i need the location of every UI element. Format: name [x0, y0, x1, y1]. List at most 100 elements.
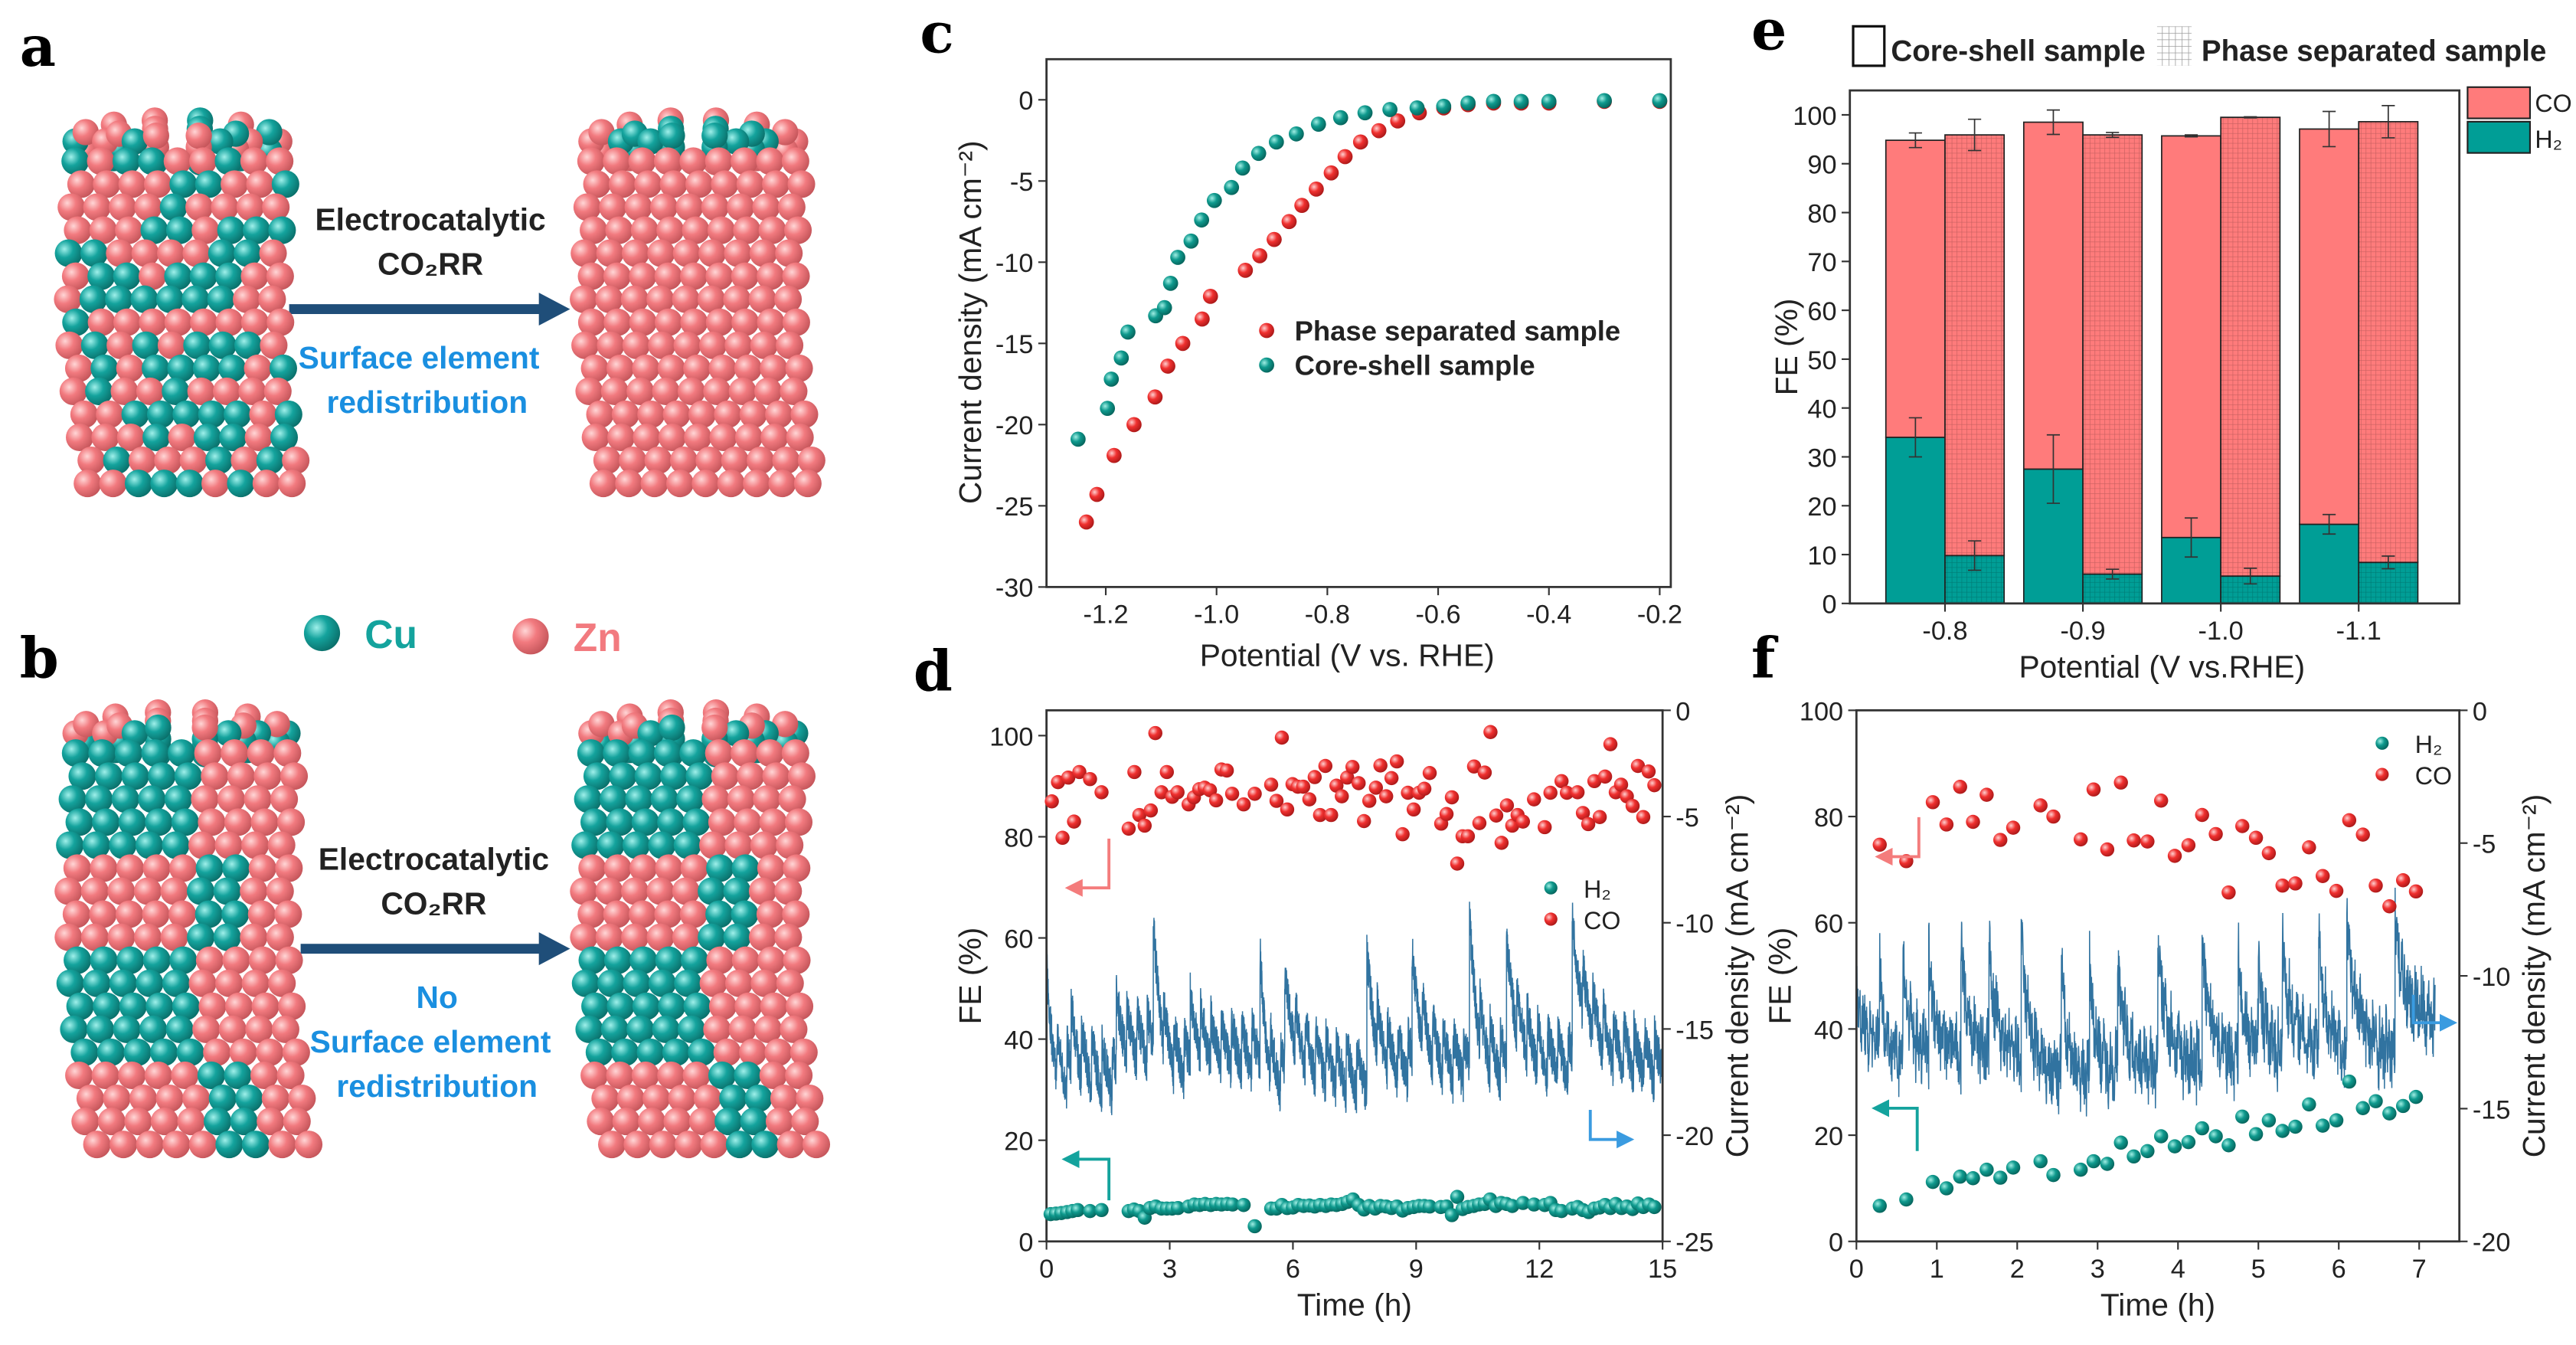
- atom-sphere: [224, 992, 253, 1020]
- h2-fe-point: [2288, 1119, 2303, 1134]
- h2-fe-point: [2315, 1118, 2330, 1133]
- y-tick-label: 70: [1807, 248, 1836, 277]
- atom-sphere: [113, 262, 141, 290]
- co-fe-point: [1401, 785, 1415, 800]
- atom-sphere: [750, 969, 779, 997]
- phase-separated-point: [1078, 514, 1094, 530]
- panel-label-f: f: [1751, 625, 1779, 691]
- y-tick-label: 80: [1814, 803, 1843, 833]
- atom-sphere: [638, 1108, 666, 1136]
- atom-sphere: [653, 147, 682, 175]
- atom-sphere: [596, 239, 624, 267]
- co-fe-point: [1318, 758, 1333, 774]
- atom-sphere: [270, 785, 299, 813]
- atom-sphere: [701, 193, 729, 221]
- co-fe-point: [1505, 818, 1520, 833]
- atom-sphere: [629, 854, 658, 882]
- h2-fe-point: [2086, 1154, 2101, 1169]
- atom-sphere: [669, 447, 698, 475]
- atom-sphere: [757, 946, 786, 974]
- x-tick-label: 9: [1409, 1255, 1424, 1284]
- atom-sphere: [89, 216, 117, 244]
- phase-separated-point: [1195, 311, 1210, 327]
- h2-fe-point: [1939, 1181, 1954, 1196]
- core-shell-point: [1357, 105, 1373, 121]
- atom-sphere: [169, 946, 198, 974]
- co-fe-point: [1537, 820, 1552, 835]
- atom-sphere: [787, 170, 816, 198]
- co-fe-point: [2275, 878, 2290, 893]
- atom-sphere: [99, 470, 127, 498]
- co-fe-point: [1219, 763, 1234, 778]
- atom-sphere: [211, 193, 239, 221]
- core-shell-point: [1070, 431, 1086, 447]
- co-fe-point: [2113, 775, 2128, 790]
- atom-sphere: [221, 170, 249, 198]
- atom-sphere: [134, 193, 162, 221]
- atom-sphere: [93, 170, 121, 198]
- h2-fe-point: [1236, 1197, 1251, 1212]
- chart-e-fe-bars: 0 10 20 30 40 50 60 70 80 90 100 -0.8 -0.9 -1.0 -1.1 Co…: [1769, 25, 2572, 684]
- h2-fe-point: [2046, 1167, 2061, 1183]
- atom-sphere: [787, 762, 816, 790]
- atom-sphere: [662, 1038, 690, 1066]
- atom-sphere: [203, 1038, 231, 1066]
- atom-sphere: [700, 1131, 728, 1159]
- atom-sphere: [261, 1084, 289, 1113]
- atom-sphere: [138, 262, 167, 290]
- h2-fe-point: [1083, 1203, 1097, 1219]
- atom-sphere: [765, 1108, 793, 1136]
- atom-sphere: [273, 739, 302, 767]
- atom-sphere: [95, 762, 123, 790]
- atom-sphere: [80, 923, 109, 951]
- atom-sphere: [603, 854, 632, 882]
- y-right-axis-title: Current density (mA cm⁻²): [2516, 794, 2551, 1158]
- atom-sphere: [626, 1015, 655, 1043]
- co-fe-point: [1472, 816, 1487, 830]
- atom-sphere: [140, 216, 168, 244]
- atom-sphere: [615, 470, 643, 498]
- atom-sphere: [701, 785, 730, 813]
- atom-sphere: [680, 854, 708, 882]
- atom-sphere: [55, 331, 83, 359]
- x-tick-label: 15: [1648, 1255, 1677, 1284]
- core-shell-before: [54, 107, 310, 498]
- atom-sphere: [218, 354, 247, 382]
- atom-sphere: [266, 308, 295, 336]
- y-right-tick-label: -15: [1675, 1016, 1714, 1045]
- h2-fe-point: [2329, 1113, 2344, 1127]
- h2-fe-point: [1872, 1199, 1887, 1213]
- co-fe-point: [1384, 771, 1399, 786]
- atom-sphere: [580, 354, 609, 382]
- legend-label-co: CO: [1584, 907, 1620, 934]
- atom-sphere: [762, 170, 790, 198]
- atom-sphere: [214, 831, 243, 859]
- atom-sphere: [751, 1131, 780, 1159]
- co-fe-point: [1527, 792, 1541, 807]
- element-legend: Cu Zn: [303, 612, 622, 659]
- atom-sphere: [275, 854, 303, 882]
- atom-sphere: [144, 1061, 172, 1089]
- y-tick-label: 100: [989, 722, 1033, 751]
- atom-sphere: [603, 262, 631, 290]
- core-shell-point: [1120, 324, 1136, 340]
- phase-separated-point: [1237, 263, 1254, 278]
- atom-sphere: [757, 308, 785, 336]
- atom-sphere: [600, 1015, 629, 1043]
- atom-sphere: [190, 308, 218, 336]
- atom-sphere: [714, 1108, 743, 1136]
- atom-sphere: [656, 216, 685, 244]
- core-shell-point: [1409, 100, 1425, 116]
- phase-separated-bar: [2358, 104, 2419, 604]
- zn-legend-marker: [512, 618, 549, 655]
- left-axis-arrow-co: [1064, 838, 1111, 897]
- atom-sphere: [188, 1131, 217, 1159]
- core-shell-point: [1289, 126, 1304, 142]
- atom-sphere: [629, 900, 657, 928]
- atom-sphere: [621, 877, 649, 905]
- atom-sphere: [675, 193, 704, 221]
- h2-fe-point: [1422, 1199, 1437, 1214]
- atom-sphere: [164, 308, 192, 336]
- co-fe-point: [2073, 832, 2088, 847]
- y-tick-label: -15: [995, 330, 1034, 359]
